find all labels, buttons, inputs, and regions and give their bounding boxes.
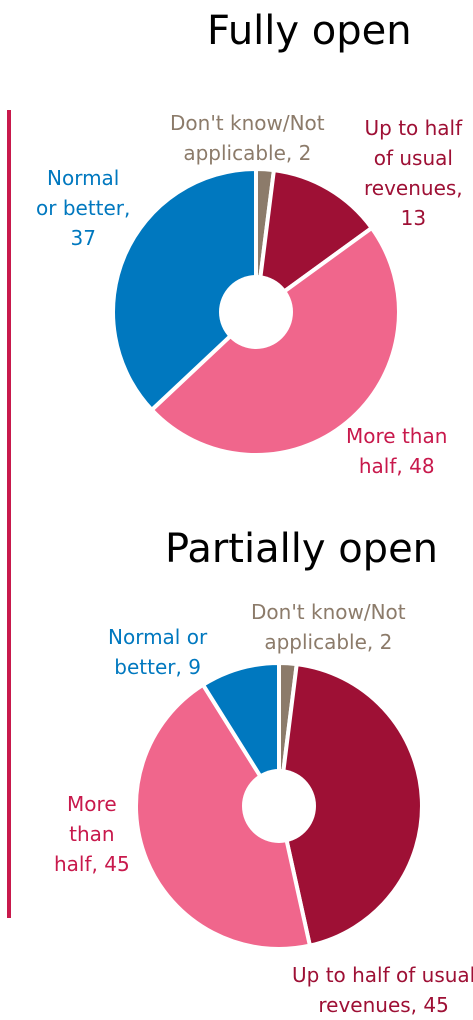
label-up-to-half-2: Up to half of usual revenues, 45 [292,963,473,1017]
donut-hole-1 [219,275,293,349]
accent-bar [7,110,11,918]
pie-slice-normal-2 [201,661,281,808]
pie-slice-up-to-half-2 [277,662,424,948]
label-normal-2: Normal or better, 9 [108,625,208,679]
pie-slice-up-to-half-1 [254,168,374,314]
chart-title-partially-open: Partially open [165,526,439,572]
pie-slice-more-than-half-2 [134,682,312,951]
label-more-than-half-2: More than half, 45 [54,792,130,876]
label-normal-1: Normal or better, 37 [36,166,131,250]
donut-hole-2 [242,769,316,843]
pie-slice-normal-1 [111,167,258,412]
label-dont-know-2: Don't know/Not applicable, 2 [251,600,406,654]
chart-title-fully-open: Fully open [207,8,412,54]
label-dont-know-1: Don't know/Not applicable, 2 [170,111,325,165]
label-up-to-half-1: Up to half of usual revenues, 13 [364,116,463,230]
label-more-than-half-1: More than half, 48 [346,424,448,478]
